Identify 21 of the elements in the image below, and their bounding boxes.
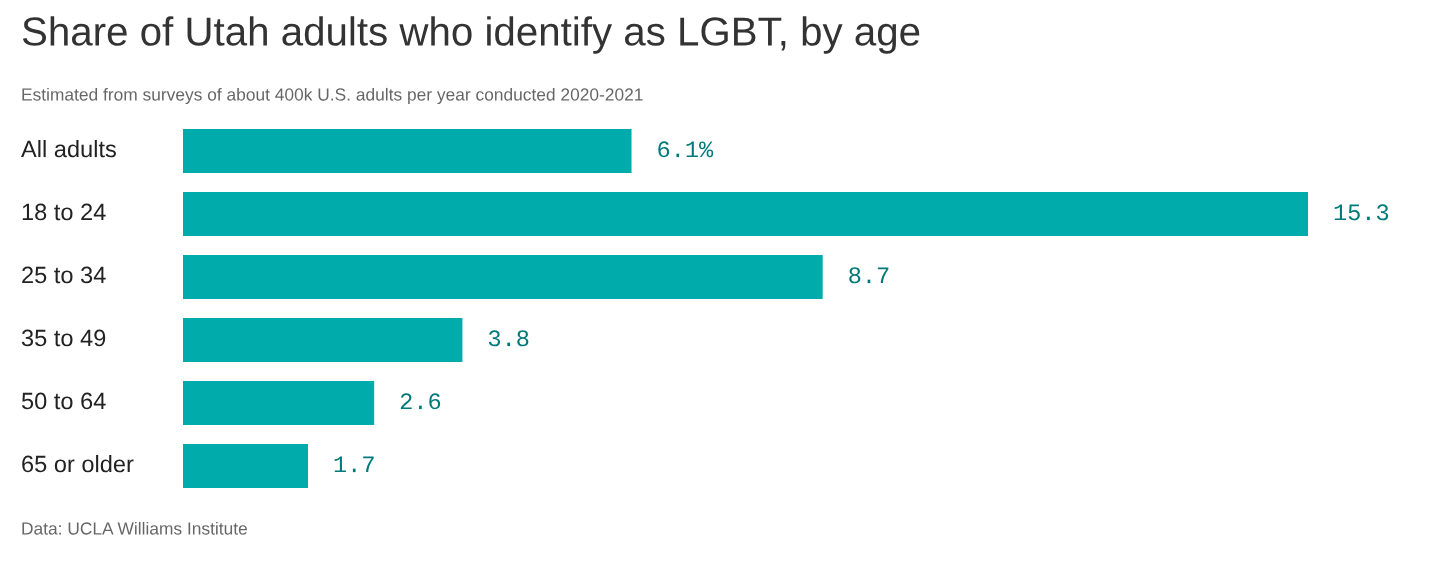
data-label: 1.7 <box>334 456 374 473</box>
y-tick-label: 18 to 24 <box>22 203 106 221</box>
bar <box>183 317 463 363</box>
data-label: 6.1% <box>658 141 714 158</box>
bar <box>183 443 308 489</box>
bar <box>183 191 1308 237</box>
y-tick-label: 25 to 34 <box>22 266 106 284</box>
data-label: 15.3 <box>1334 204 1389 221</box>
text: Data: UCLA Williams Institute <box>22 521 247 535</box>
bar <box>183 380 375 426</box>
chart-title: Share of Utah adults who identify as LGBT, by age <box>22 16 920 54</box>
data-label: 3.8 <box>488 330 529 347</box>
bar <box>183 128 632 174</box>
bar <box>183 254 823 300</box>
data-label: 8.7 <box>849 267 889 284</box>
data-label: 2.6 <box>400 393 441 410</box>
y-tick-label: 50 to 64 <box>21 392 106 410</box>
y-tick-label: All adults <box>21 140 116 158</box>
y-tick-label: 35 to 49 <box>21 329 106 347</box>
chart-subtitle: Estimated from surveys of about 400k U.S. adults per year conducted 2020-2021 <box>22 87 643 105</box>
y-tick-label: 65 or older <box>22 455 134 473</box>
